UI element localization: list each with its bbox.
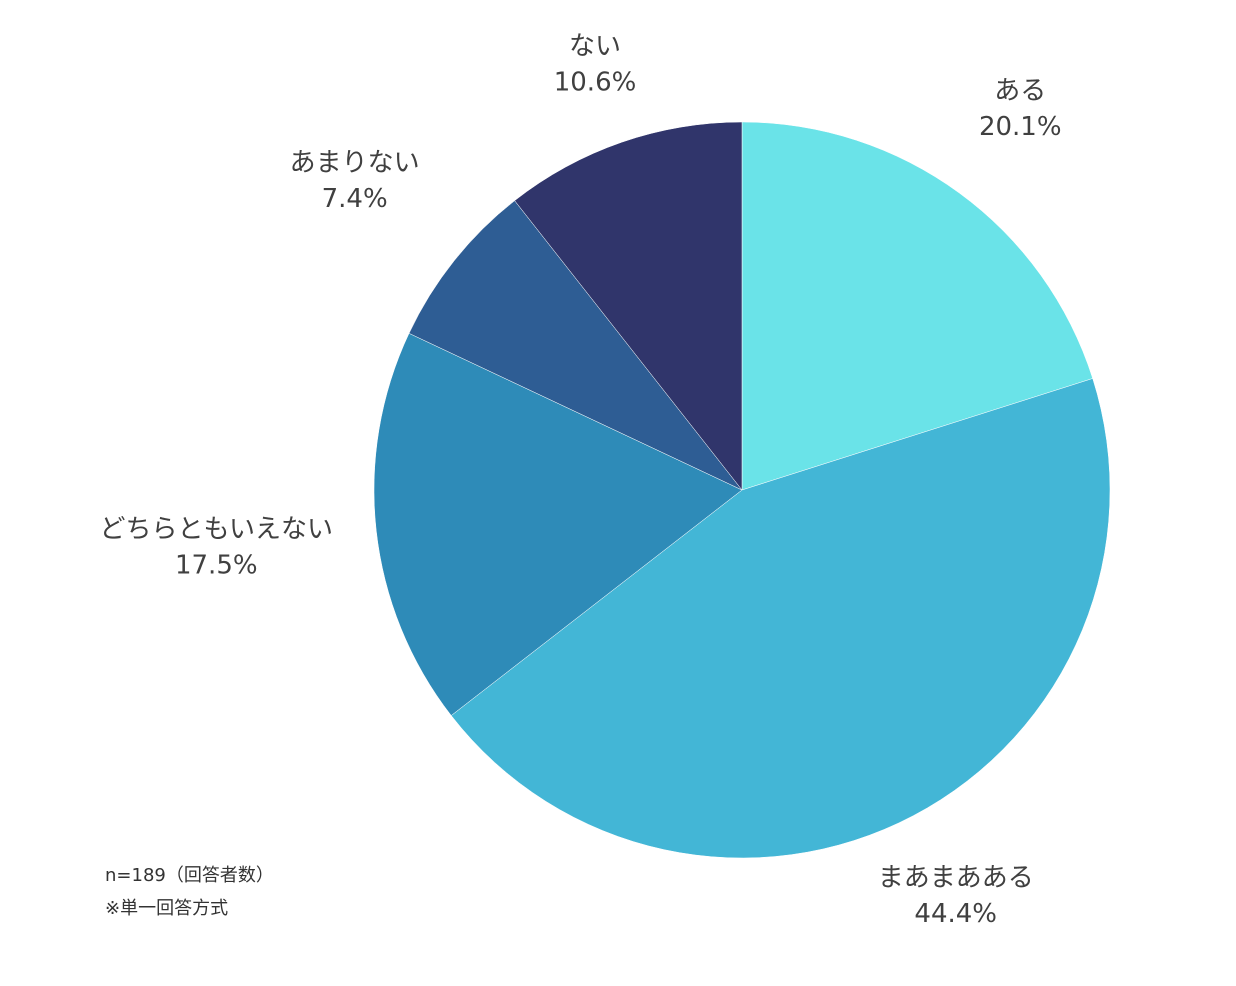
pie-slice	[408, 200, 743, 491]
value-label: 17.5%	[175, 551, 258, 581]
value-label: 20.1%	[979, 112, 1062, 142]
pie-slice	[741, 121, 1094, 491]
note: ※単一回答方式	[105, 898, 228, 919]
pie-slice	[450, 378, 1111, 859]
slice-label: どちらともいえない	[100, 515, 333, 545]
value-label: 7.4%	[322, 184, 388, 214]
note: n=189（回答者数）	[105, 865, 274, 886]
slice-label: ない	[569, 32, 621, 62]
pie-slice	[373, 332, 743, 716]
slice-label: まあまあある	[878, 863, 1034, 893]
value-label: 44.4%	[914, 899, 997, 929]
slice-label: あまりない	[290, 148, 420, 178]
value-label: 10.6%	[554, 68, 637, 98]
pie-slice	[514, 121, 743, 491]
slice-label: ある	[994, 76, 1046, 106]
